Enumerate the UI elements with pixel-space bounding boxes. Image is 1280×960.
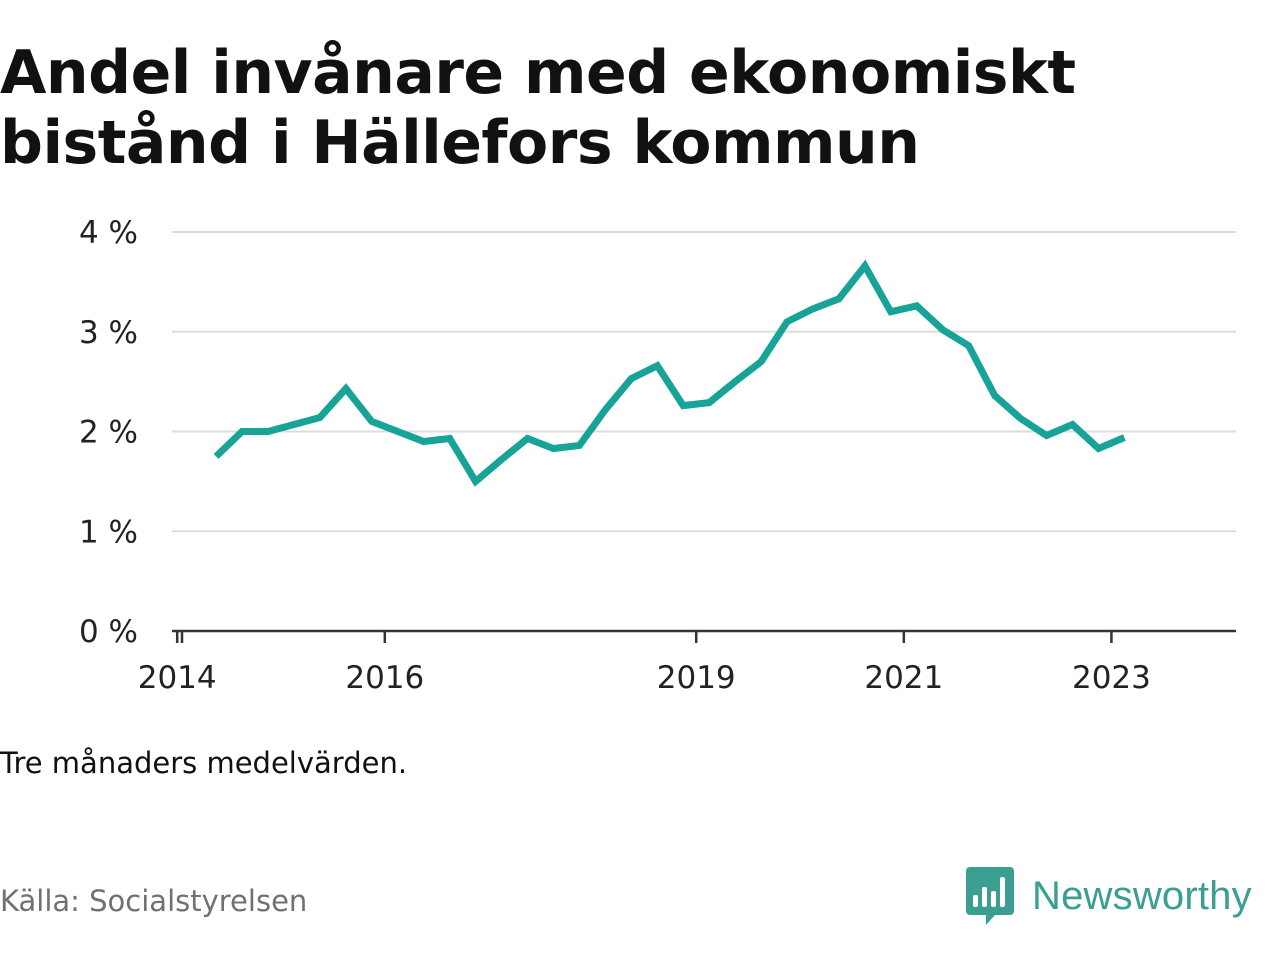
y-axis: 0 % 1 % 2 % 3 % 4 % xyxy=(79,215,138,650)
series-line xyxy=(213,259,1126,487)
series-layer xyxy=(213,259,1126,487)
x-tick-label: 2016 xyxy=(345,660,424,696)
x-axis: 2014 2016 2019 2021 2023 xyxy=(138,629,1236,696)
brand[interactable]: Newsworthy xyxy=(964,864,1252,928)
brand-name: Newsworthy xyxy=(1032,873,1252,918)
y-tick-label: 1 % xyxy=(79,514,138,550)
grid-lines xyxy=(172,231,1236,533)
y-tick-label: 4 % xyxy=(79,215,138,251)
x-tick-label: 2023 xyxy=(1072,660,1151,696)
newsworthy-logo-icon xyxy=(966,867,1014,925)
x-tick-label: 2014 xyxy=(138,660,217,696)
source-credit: Källa: Socialstyrelsen xyxy=(0,884,308,918)
chart-note: Tre månaders medelvärden. xyxy=(0,746,408,780)
x-tick-label: 2019 xyxy=(657,660,736,696)
chart-title: Andel invånare med ekonomiskt bistånd i … xyxy=(0,38,1076,178)
y-tick-label: 3 % xyxy=(79,315,138,351)
y-tick-label: 2 % xyxy=(79,415,138,451)
line-chart: 0 % 1 % 2 % 3 % 4 % 2014 2016 2019 2021 2023 xyxy=(79,215,1236,696)
y-tick-label: 0 % xyxy=(79,614,138,650)
x-tick-label: 2021 xyxy=(864,660,943,696)
